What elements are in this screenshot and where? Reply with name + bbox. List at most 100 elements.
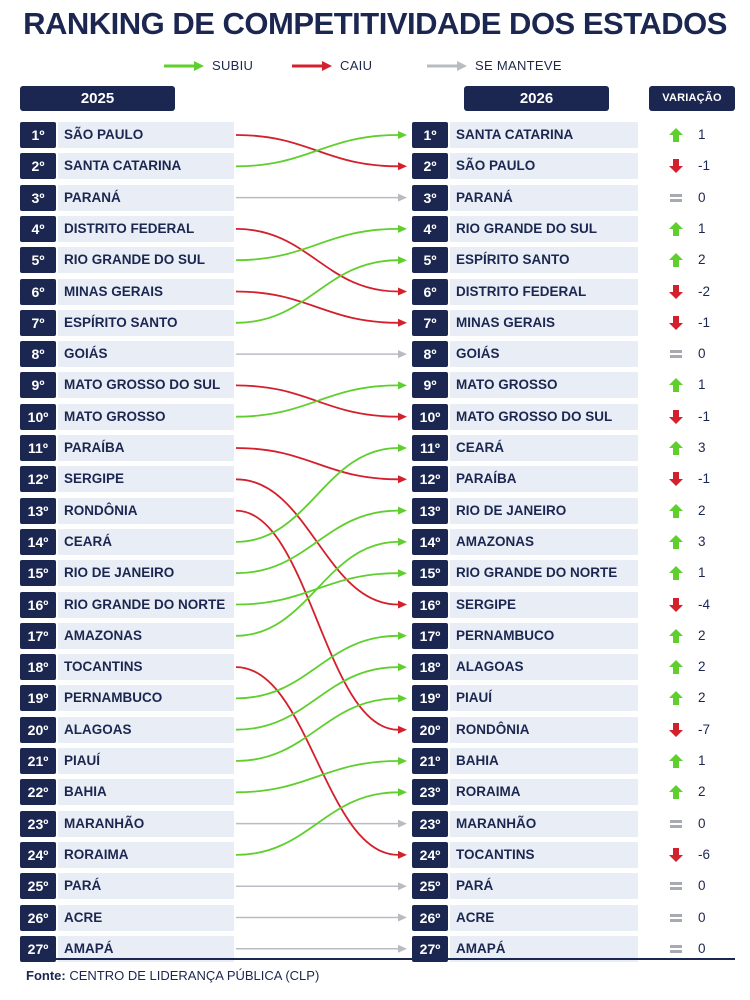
state-name-2025: RIO DE JANEIRO	[58, 560, 234, 587]
rank-badge-2025: 23º	[20, 810, 56, 837]
rank-badge-2026: 3º	[412, 184, 448, 211]
variation-value: -1	[698, 471, 711, 487]
rank-badge-2025: 11º	[20, 435, 56, 461]
rank-badge-2026: 27º	[412, 935, 448, 962]
state-name-2025: PERNAMBUCO	[58, 685, 234, 712]
arrow-up-icon	[669, 503, 683, 518]
variation-value: -6	[698, 846, 711, 862]
state-name-2026: RIO GRANDE DO SUL	[450, 215, 638, 242]
state-name-2025: ESPÍRITO SANTO	[58, 309, 234, 336]
state-name-2025: PARÁ	[58, 873, 234, 900]
state-name-2026: MINAS GERAIS	[450, 309, 638, 336]
table-row: 10º MATO GROSSO 10º MATO GROSSO DO SUL -1	[0, 402, 750, 432]
state-name-2026: ACRE	[450, 904, 638, 931]
state-name-2026: SERGIPE	[450, 591, 638, 618]
rank-badge-2026: 2º	[412, 153, 448, 180]
arrow-down-icon	[669, 722, 683, 737]
state-name-2026: RIO DE JANEIRO	[450, 497, 638, 524]
table-row: 21º PIAUÍ 21º BAHIA 1	[0, 746, 750, 776]
rank-badge-2026: 12º	[412, 466, 448, 493]
rank-badge-2026: 4º	[412, 215, 448, 242]
table-row: 20º ALAGOAS 20º RONDÔNIA -7	[0, 715, 750, 745]
state-name-2025: MATO GROSSO	[58, 403, 234, 430]
state-name-2025: GOIÁS	[58, 341, 234, 368]
table-row: 19º PERNAMBUCO 19º PIAUÍ 2	[0, 683, 750, 713]
state-name-2025: PIAUÍ	[58, 748, 234, 774]
state-name-2026: PERNAMBUCO	[450, 622, 638, 649]
footer-divider	[20, 958, 735, 960]
variation-value: 0	[698, 346, 706, 362]
rank-badge-2025: 14º	[20, 528, 56, 555]
rank-badge-2025: 18º	[20, 654, 56, 681]
variation-value: 1	[698, 220, 706, 236]
rank-badge-2026: 23º	[412, 810, 448, 837]
rank-badge-2025: 3º	[20, 184, 56, 211]
header-2025: 2025	[20, 86, 175, 111]
rank-badge-2025: 20º	[20, 716, 56, 743]
state-name-2026: RORAIMA	[450, 779, 638, 806]
arrow-up-icon	[669, 691, 683, 706]
equals-icon	[670, 913, 682, 922]
arrow-down-icon	[669, 597, 683, 612]
rank-badge-2026: 9º	[412, 372, 448, 399]
variation-value: 2	[698, 659, 706, 675]
state-name-2026: AMAPÁ	[450, 935, 638, 962]
rank-badge-2026: 1º	[412, 122, 448, 148]
state-name-2025: PARANÁ	[58, 184, 234, 211]
variation-value: 2	[698, 690, 706, 706]
gray-arrow-icon	[427, 60, 467, 71]
equals-icon	[670, 819, 682, 828]
table-row: 4º DISTRITO FEDERAL 4º RIO GRANDE DO SUL 1	[0, 214, 750, 244]
rank-badge-2025: 25º	[20, 873, 56, 900]
variation-value: 2	[698, 784, 706, 800]
variation-value: 1	[698, 377, 706, 393]
table-row: 1º SÃO PAULO 1º SANTA CATARINA 1	[0, 120, 750, 150]
state-name-2026: BAHIA	[450, 748, 638, 774]
rank-badge-2025: 24º	[20, 841, 56, 868]
arrow-up-icon	[669, 566, 683, 581]
variation-value: 2	[698, 252, 706, 268]
source-note: Fonte: CENTRO DE LIDERANÇA PÚBLICA (CLP)	[26, 968, 319, 983]
rank-badge-2026: 18º	[412, 654, 448, 681]
arrow-up-icon	[669, 660, 683, 675]
rank-badge-2026: 6º	[412, 278, 448, 305]
table-row: 24º RORAIMA 24º TOCANTINS -6	[0, 840, 750, 870]
rank-badge-2026: 20º	[412, 716, 448, 743]
variation-value: 2	[698, 627, 706, 643]
state-name-2026: ALAGOAS	[450, 654, 638, 681]
table-row: 8º GOIÁS 8º GOIÁS 0	[0, 339, 750, 369]
rank-badge-2026: 23º	[412, 779, 448, 806]
rank-badge-2025: 6º	[20, 278, 56, 305]
rank-badge-2026: 24º	[412, 841, 448, 868]
state-name-2026: TOCANTINS	[450, 841, 638, 868]
arrow-down-icon	[669, 409, 683, 424]
arrow-up-icon	[669, 534, 683, 549]
variation-value: 0	[698, 189, 706, 205]
arrow-up-icon	[669, 128, 683, 142]
table-row: 22º BAHIA 23º RORAIMA 2	[0, 777, 750, 807]
table-row: 27º AMAPÁ 27º AMAPÁ 0	[0, 934, 750, 964]
state-name-2025: RORAIMA	[58, 841, 234, 868]
rank-badge-2025: 7º	[20, 309, 56, 336]
table-row: 11º PARAÍBA 11º CEARÁ 3	[0, 433, 750, 463]
rank-badge-2025: 21º	[20, 748, 56, 774]
state-name-2025: MINAS GERAIS	[58, 278, 234, 305]
rank-badge-2025: 12º	[20, 466, 56, 493]
table-row: 6º MINAS GERAIS 6º DISTRITO FEDERAL -2	[0, 277, 750, 307]
equals-icon	[670, 944, 682, 953]
rank-badge-2025: 15º	[20, 560, 56, 587]
state-name-2026: RONDÔNIA	[450, 716, 638, 743]
equals-icon	[670, 193, 682, 202]
state-name-2025: CEARÁ	[58, 528, 234, 555]
variation-value: 1	[698, 565, 706, 581]
variation-value: -2	[698, 283, 711, 299]
legend-item-same: SE MANTEVE	[427, 58, 562, 73]
table-row: 17º AMAZONAS 17º PERNAMBUCO 2	[0, 621, 750, 651]
state-name-2025: MARANHÃO	[58, 810, 234, 837]
arrow-down-icon	[669, 159, 683, 174]
arrow-up-icon	[669, 253, 683, 268]
state-name-2025: RIO GRANDE DO NORTE	[58, 591, 234, 618]
arrow-up-icon	[669, 628, 683, 643]
arrow-down-icon	[669, 847, 683, 862]
variation-value: 0	[698, 878, 706, 894]
